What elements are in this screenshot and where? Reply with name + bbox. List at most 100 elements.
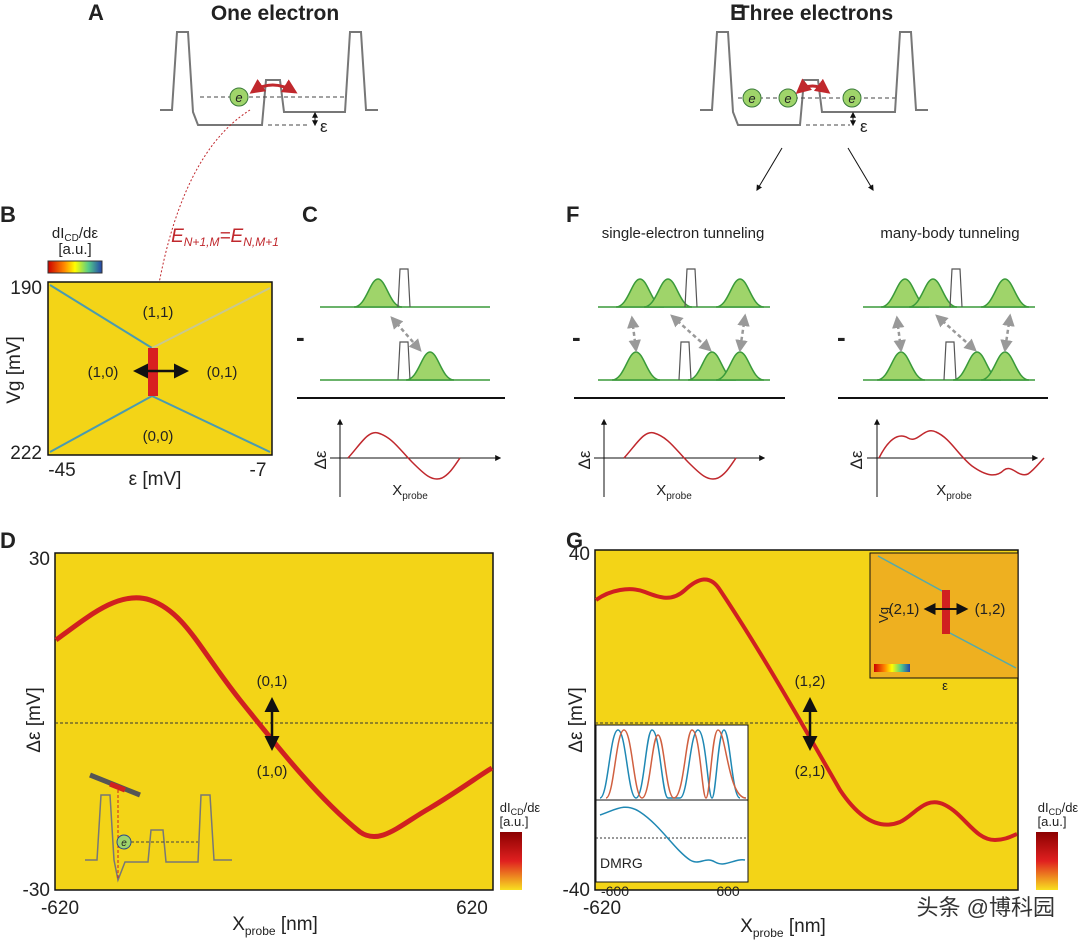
electron-label: e xyxy=(748,91,755,106)
inset-stripe xyxy=(942,590,950,634)
label-part: /dε xyxy=(79,225,99,242)
y-axis-label: Δε xyxy=(311,450,330,469)
y-tick-label: 30 xyxy=(29,549,50,570)
label-part: X xyxy=(936,482,946,499)
wavefunction xyxy=(908,278,958,308)
inset-x-tick: -600 xyxy=(601,883,629,899)
branch-arrow xyxy=(756,147,783,192)
region-label: (0,0) xyxy=(143,428,174,445)
line xyxy=(49,395,153,453)
correspondence-arrow xyxy=(1000,313,1015,353)
region-label: (1,0) xyxy=(88,364,119,381)
inset-bottom xyxy=(595,724,749,883)
subtitle: many-body tunneling xyxy=(880,225,1019,242)
colorbar-unit: [a.u.] xyxy=(1038,814,1067,829)
state-label: (2,1) xyxy=(889,601,920,618)
electron xyxy=(229,87,249,107)
state-label: (1,2) xyxy=(975,601,1006,618)
colorbar-label: dICD/dε xyxy=(1038,800,1079,817)
dmrg-red xyxy=(605,729,747,799)
resonance-curve xyxy=(594,577,1018,843)
inset-x-tick: 600 xyxy=(716,883,740,899)
correspondence-arrow xyxy=(892,315,906,353)
state-label: (0,1) xyxy=(257,673,288,690)
label-part: X xyxy=(232,914,245,935)
y-tick-label: 190 xyxy=(10,278,42,299)
potential xyxy=(160,31,378,126)
electron xyxy=(778,88,798,108)
delta-curve xyxy=(878,430,1045,476)
label-sub: probe xyxy=(753,926,784,940)
x-axis-label: Xprobe xyxy=(936,482,972,502)
region-label: (0,1) xyxy=(207,364,238,381)
label-part: /dε xyxy=(524,800,541,815)
label-sub: probe xyxy=(245,924,276,938)
tunnel-arrow xyxy=(795,78,831,94)
colorbar xyxy=(47,260,103,274)
region-label: (1,1) xyxy=(143,304,174,321)
state-label: (2,1) xyxy=(795,763,826,780)
line xyxy=(49,284,153,349)
panel-title: Three electrons xyxy=(737,2,893,25)
minus: - xyxy=(572,322,581,352)
panel-letter: C xyxy=(302,202,318,227)
barrier xyxy=(949,268,963,308)
y-axis-label: Vg [mV] xyxy=(4,336,25,404)
x-axis-label: ε [mV] xyxy=(129,469,182,490)
dmrg-curve xyxy=(599,806,746,865)
x-axis-label: Xprobe [nm] xyxy=(740,916,826,940)
label-sub: CD xyxy=(64,233,78,244)
tunnel-arrow xyxy=(249,78,298,94)
potential xyxy=(700,31,928,126)
x-tick-label: -620 xyxy=(41,898,79,919)
electron xyxy=(116,834,132,850)
x-axis-label: Xprobe xyxy=(392,482,428,502)
barrier xyxy=(397,268,411,308)
epsilon: ε xyxy=(860,117,868,136)
colorbar xyxy=(500,832,522,890)
label-part: [nm] xyxy=(276,914,318,935)
transition-lines xyxy=(49,284,271,453)
wavefunction xyxy=(876,351,926,381)
line xyxy=(151,395,271,453)
state-label: (1,2) xyxy=(795,673,826,690)
electron xyxy=(742,88,762,108)
wavefunction xyxy=(353,278,403,308)
y-tick-label: 222 xyxy=(10,443,42,464)
panel-letter: B xyxy=(0,202,16,227)
label-part: /dε xyxy=(1062,800,1079,815)
inset-line xyxy=(947,631,1017,669)
minus: - xyxy=(837,322,846,352)
wavefunction xyxy=(715,278,765,308)
inset-y-label: Vg xyxy=(876,607,891,623)
panel-title: One electron xyxy=(211,2,339,25)
subtitle: single-electron tunneling xyxy=(602,225,765,242)
label-part: dI xyxy=(52,225,65,242)
inset-line xyxy=(877,555,945,593)
label-part: X xyxy=(740,916,753,937)
label-sub: CD xyxy=(511,807,524,817)
label-sub: CD xyxy=(1049,807,1062,817)
x-tick-label: -7 xyxy=(250,460,267,481)
x-tick-label: -45 xyxy=(48,460,75,481)
inset-probe-tip xyxy=(109,781,126,793)
label-sub: probe xyxy=(666,491,692,502)
label-part: X xyxy=(392,482,402,499)
inset-potential xyxy=(85,794,232,883)
correspondence-arrow xyxy=(670,314,712,352)
dmrg-blue xyxy=(599,729,741,799)
correspondence-arrow xyxy=(390,316,422,352)
wavefunction xyxy=(611,351,661,381)
y-axis-label: Δε xyxy=(847,450,866,469)
correspondence-arrow xyxy=(935,314,977,352)
electron xyxy=(842,88,862,108)
colorbar-label: dICD/dε xyxy=(500,800,541,817)
minus: - xyxy=(296,322,305,352)
panel-letter: D xyxy=(0,528,16,553)
resonance-curve xyxy=(54,595,494,840)
delta-curve xyxy=(623,431,737,480)
label-part: X xyxy=(656,482,666,499)
panel-letter: F xyxy=(566,202,579,227)
y-tick-label: 40 xyxy=(569,544,590,565)
